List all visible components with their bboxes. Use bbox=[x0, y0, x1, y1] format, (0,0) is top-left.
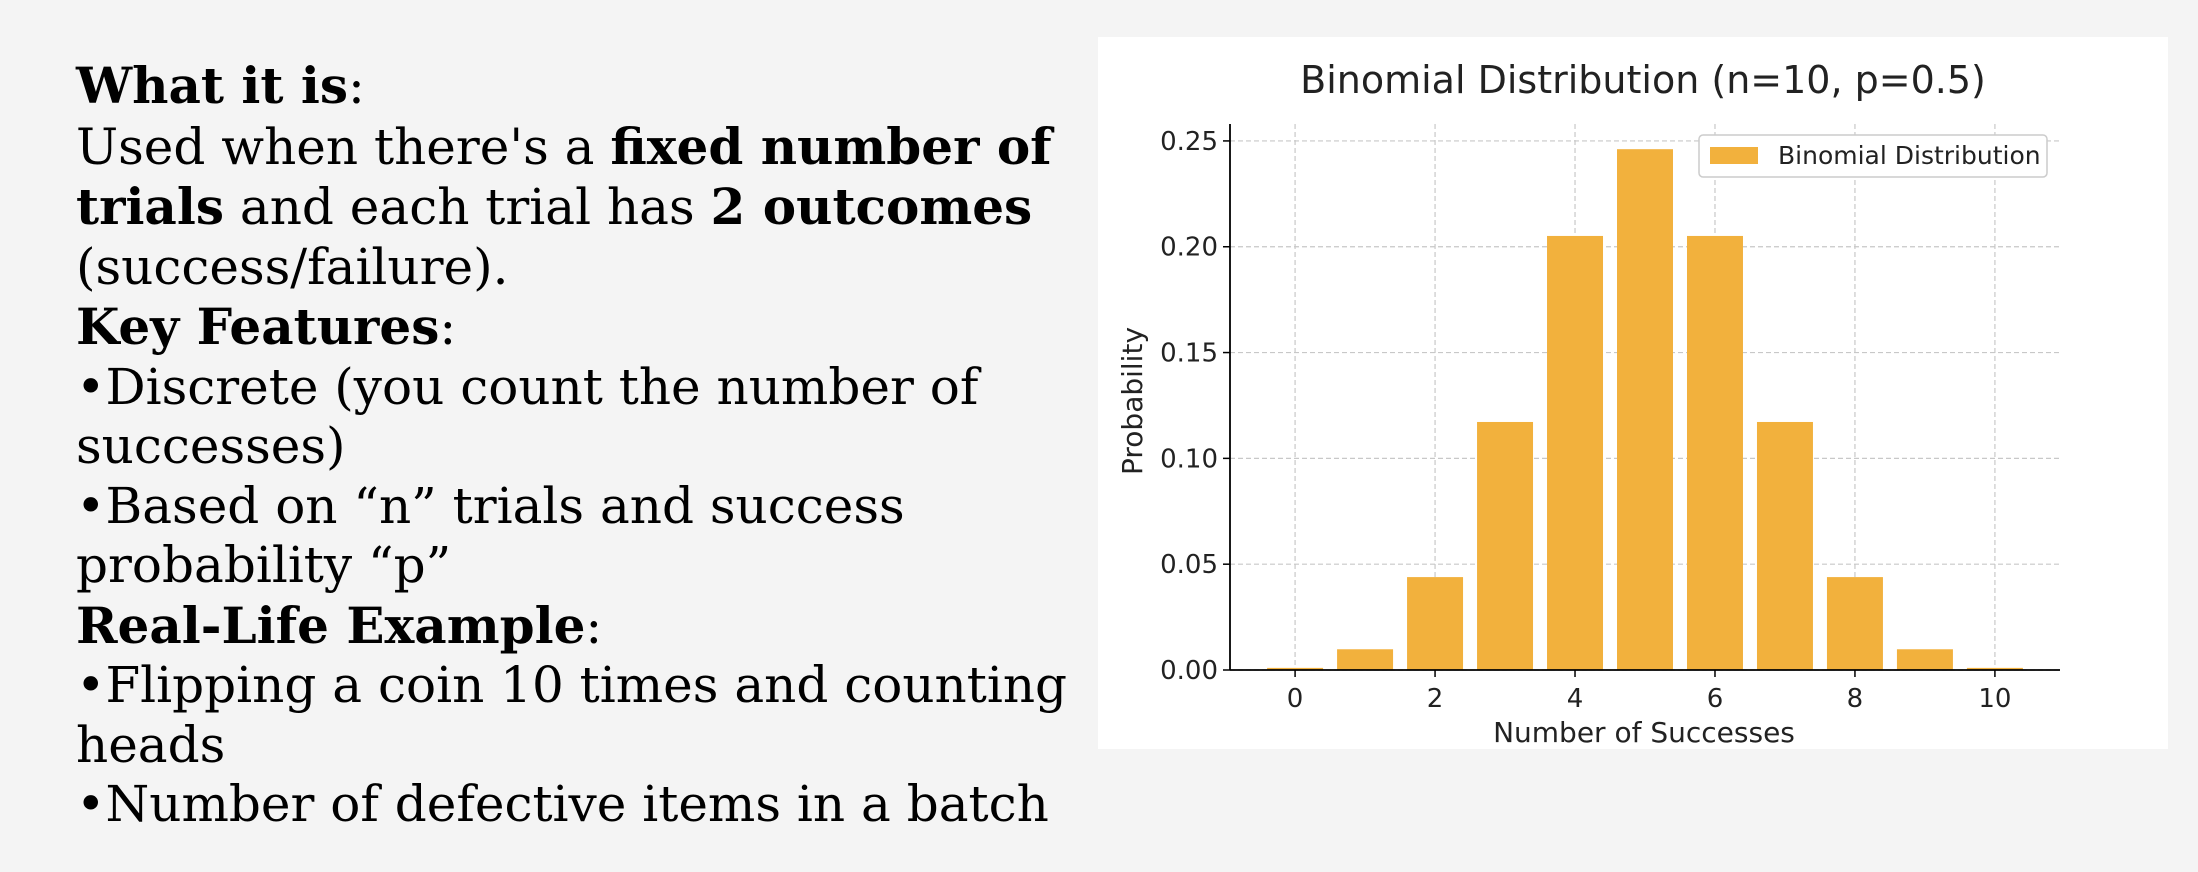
feature-item: •Discrete (you count the number of succe… bbox=[76, 357, 979, 476]
bar bbox=[1966, 667, 2023, 670]
bar bbox=[1547, 235, 1604, 670]
legend-label: Binomial Distribution bbox=[1778, 141, 2041, 170]
bar bbox=[1337, 649, 1394, 670]
example-item: •Flipping a coin 10 times and counting h… bbox=[76, 656, 1068, 774]
gridlines bbox=[1230, 124, 2060, 671]
x-tick-label: 0 bbox=[1287, 684, 1304, 714]
feature-item: •Based on “n” trials and success probabi… bbox=[76, 476, 905, 595]
bar bbox=[1407, 577, 1464, 670]
x-tick-label: 8 bbox=[1847, 684, 1864, 714]
bar bbox=[1686, 235, 1743, 670]
x-tick-label: 2 bbox=[1427, 684, 1444, 714]
x-tick-label: 4 bbox=[1567, 684, 1584, 714]
x-axis-label: Number of Successes bbox=[1493, 716, 1795, 749]
y-tick-label: 0.25 bbox=[1160, 127, 1218, 157]
y-tick-label: 0.00 bbox=[1160, 656, 1218, 686]
binomial-bar-chart: 0.00 0.05 0.10 0.15 0.20 0.25 0 2 4 6 8 10 Binomial… bbox=[1116, 58, 2060, 749]
legend-box bbox=[1698, 134, 2048, 178]
legend-swatch bbox=[1710, 147, 1758, 164]
chart-title: Binomial Distribution (n=10, p=0.5) bbox=[1300, 58, 1986, 102]
y-tick-label: 0.10 bbox=[1160, 444, 1218, 474]
what-it-is-description: Used when there's a fixed number of tria… bbox=[76, 116, 1052, 296]
bar bbox=[1826, 577, 1883, 670]
x-tick-label: 10 bbox=[1978, 684, 2011, 714]
bar bbox=[1756, 421, 1813, 670]
y-tick-label: 0.15 bbox=[1160, 339, 1218, 369]
chart-card: 0.00 0.05 0.10 0.15 0.20 0.25 0 2 4 6 8 10 Binomial… bbox=[1098, 37, 2168, 749]
what-it-is-heading: What it is: bbox=[76, 56, 365, 115]
bars bbox=[1267, 149, 2023, 670]
y-tick-label: 0.20 bbox=[1160, 233, 1218, 263]
bar bbox=[1267, 667, 1324, 670]
example-item: •Number of defective items in a batch bbox=[76, 775, 1049, 833]
real-life-example-heading: Real-Life Example: bbox=[76, 595, 603, 655]
axes: 0.00 0.05 0.10 0.15 0.20 0.25 0 2 4 6 8 10 bbox=[1160, 124, 2060, 714]
bar bbox=[1477, 421, 1534, 670]
key-features-heading: Key Features: bbox=[76, 297, 457, 356]
y-tick-label: 0.05 bbox=[1160, 550, 1218, 580]
bar bbox=[1896, 649, 1953, 670]
legend: Binomial Distribution bbox=[1698, 134, 2048, 178]
x-tick-label: 6 bbox=[1707, 684, 1724, 714]
text-panel: What it is: Used when there's a fixed nu… bbox=[76, 56, 1086, 835]
bar bbox=[1617, 149, 1673, 670]
y-axis-label: Probability bbox=[1116, 327, 1149, 475]
